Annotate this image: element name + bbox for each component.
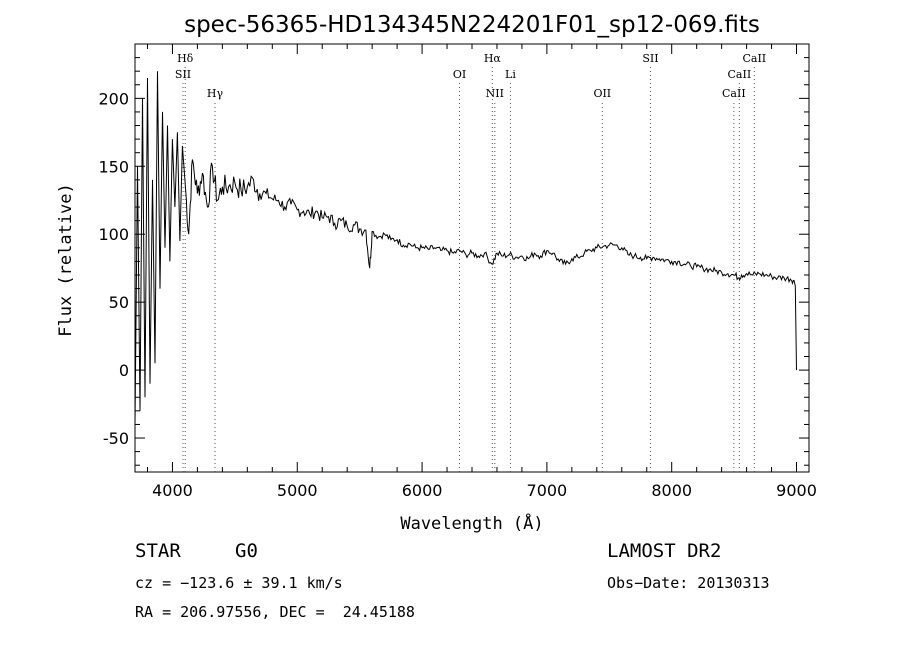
x-axis: 4000 5000 6000 7000 8000 9000 bbox=[146, 44, 817, 500]
spectrum-line bbox=[134, 71, 797, 425]
redshift-readout: cz = −123.6 ± 39.1 km/s bbox=[135, 574, 343, 592]
obs-date: Obs−Date: 20130313 bbox=[607, 574, 770, 592]
marker-label: SII bbox=[175, 68, 191, 81]
x-tick-label: 4000 bbox=[152, 481, 193, 500]
plot-frame bbox=[134, 43, 810, 473]
y-tick-label: -50 bbox=[103, 429, 129, 448]
marker-label: Hγ bbox=[207, 87, 224, 100]
marker-label: CaII bbox=[722, 87, 746, 100]
y-tick-label: 200 bbox=[98, 89, 129, 108]
object-class: STAR bbox=[135, 540, 181, 562]
y-tick-label: 50 bbox=[109, 293, 129, 312]
y-axis: -50 0 50 100 150 200 bbox=[98, 43, 809, 466]
marker-label: CaII bbox=[728, 68, 752, 81]
x-tick-label: 8000 bbox=[651, 481, 692, 500]
survey-name: LAMOST DR2 bbox=[607, 540, 722, 562]
object-subclass: G0 bbox=[235, 540, 258, 562]
coordinates: RA = 206.97556, DEC = 24.45188 bbox=[135, 603, 415, 621]
x-tick-label: 5000 bbox=[277, 481, 318, 500]
marker-label: OII bbox=[593, 87, 611, 100]
y-axis-label: Flux (relative) bbox=[56, 183, 76, 337]
series-group bbox=[134, 71, 797, 425]
y-tick-label: 150 bbox=[98, 157, 129, 176]
marker-label: CaII bbox=[742, 52, 766, 65]
marker-label: Li bbox=[505, 68, 516, 81]
x-tick-label: 6000 bbox=[402, 481, 443, 500]
x-axis-label: Wavelength (Å) bbox=[400, 512, 543, 534]
x-tick-label: 9000 bbox=[776, 481, 817, 500]
marker-label: NII bbox=[486, 87, 504, 100]
plot-border bbox=[134, 43, 810, 473]
marker-label: SII bbox=[642, 52, 658, 65]
y-tick-label: 100 bbox=[98, 225, 129, 244]
marker-label: OI bbox=[453, 68, 466, 81]
marker-label: Hδ bbox=[177, 52, 194, 65]
chart-title: spec-56365-HD134345N224201F01_sp12-069.f… bbox=[184, 12, 760, 38]
marker-label: Hα bbox=[484, 52, 502, 65]
x-tick-label: 7000 bbox=[527, 481, 568, 500]
y-tick-label: 0 bbox=[119, 361, 129, 380]
